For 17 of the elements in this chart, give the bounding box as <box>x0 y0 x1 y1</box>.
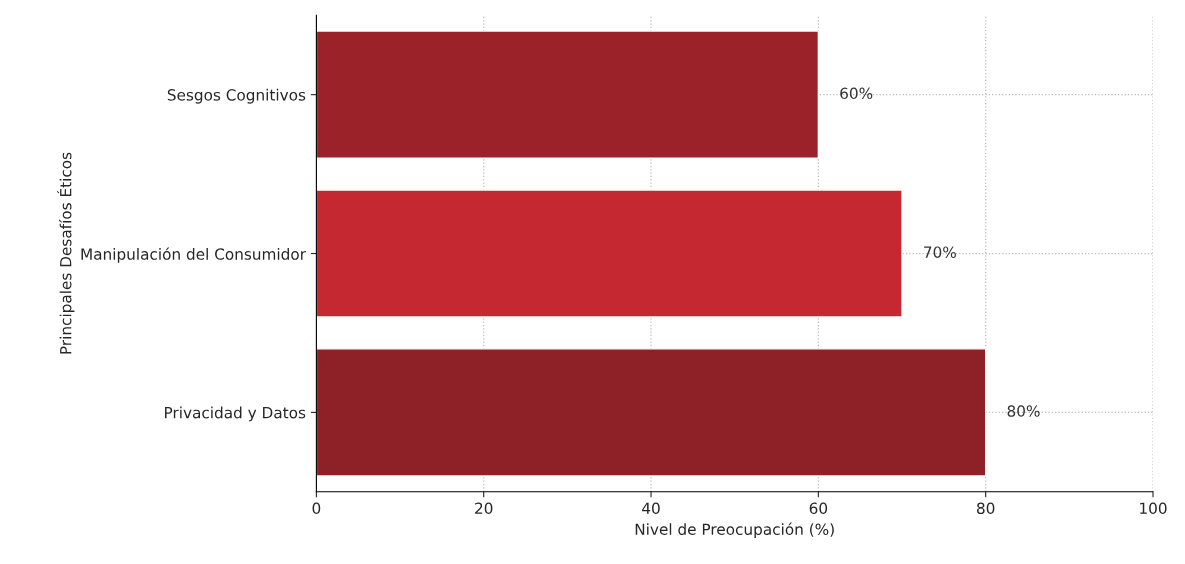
data-label: 70% <box>924 246 956 258</box>
data-label: 60% <box>840 87 873 100</box>
x-tick-label: 80 <box>977 502 995 515</box>
bar <box>316 30 820 159</box>
y-axis-title: Principales Desafíos Éticos <box>57 152 75 354</box>
x-axis-title: Nivel de Preocupación (%) <box>635 522 834 538</box>
x-tick-label: 40 <box>642 502 660 515</box>
y-tick-label: Sesgos Cognitivos <box>167 88 306 104</box>
x-tick-label: 60 <box>809 502 828 515</box>
bar <box>316 189 903 318</box>
y-tick-label: Privacidad y Datos <box>165 406 306 422</box>
y-tick-label: Manipulación del Consumidor <box>81 247 306 263</box>
x-tick-label: 20 <box>475 502 493 515</box>
bar <box>316 348 987 477</box>
x-tick-label: 0 <box>312 502 321 515</box>
data-label: 80% <box>1007 405 1040 417</box>
x-tick-label: 100 <box>1140 502 1167 515</box>
